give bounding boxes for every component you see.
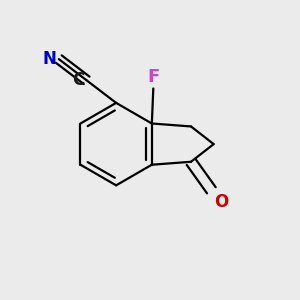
Text: O: O	[214, 193, 229, 211]
Text: F: F	[147, 68, 159, 86]
Text: N: N	[43, 50, 56, 68]
Text: C: C	[72, 71, 84, 89]
